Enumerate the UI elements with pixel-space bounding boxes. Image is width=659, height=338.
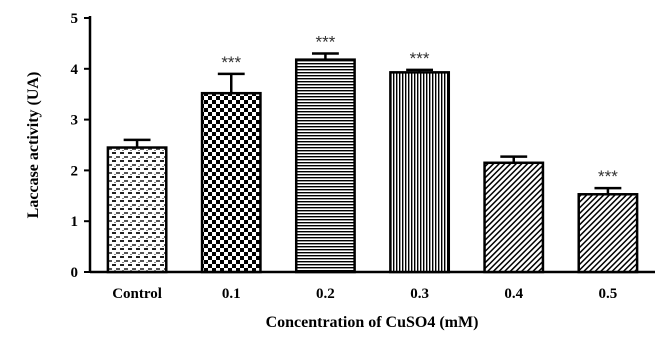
y-tick-label: 1 — [71, 214, 79, 230]
significance-label: *** — [410, 49, 430, 68]
bar-0-3 — [389, 71, 451, 274]
x-tick-label: 0.3 — [410, 286, 429, 302]
error-bars — [123, 52, 622, 195]
x-tick-labels: Control 0.1 0.2 0.3 0.4 0.5 — [112, 286, 617, 302]
y-tick-label: 2 — [71, 163, 79, 179]
x-tick-label: 0.5 — [599, 286, 618, 302]
bar-0-1 — [200, 91, 262, 274]
bar-0-5 — [577, 193, 639, 274]
y-tick-label: 0 — [71, 265, 79, 281]
significance-annotations: *** *** *** *** — [221, 33, 618, 187]
x-tick-label: Control — [112, 286, 162, 302]
x-tick-label: 0.2 — [316, 286, 335, 302]
significance-label: *** — [315, 33, 335, 52]
y-tick-label: 3 — [71, 113, 79, 129]
bar-0-4 — [483, 161, 545, 274]
x-tick-label: 0.1 — [222, 286, 241, 302]
y-tick-label: 4 — [71, 62, 79, 78]
x-tick-label: 0.4 — [504, 286, 523, 302]
y-tick-label: 5 — [71, 11, 79, 27]
x-axis-label: Concentration of CuSO4 (mM) — [266, 314, 479, 331]
bar-0-2 — [294, 58, 356, 274]
bars — [106, 58, 639, 274]
axes — [84, 16, 655, 274]
y-tick-labels: 0 1 2 3 4 5 — [71, 11, 79, 281]
bar-control — [106, 146, 168, 274]
significance-label: *** — [598, 167, 618, 186]
significance-label: *** — [221, 53, 241, 72]
y-axis-label: Laccase activity (UA) — [25, 72, 42, 219]
